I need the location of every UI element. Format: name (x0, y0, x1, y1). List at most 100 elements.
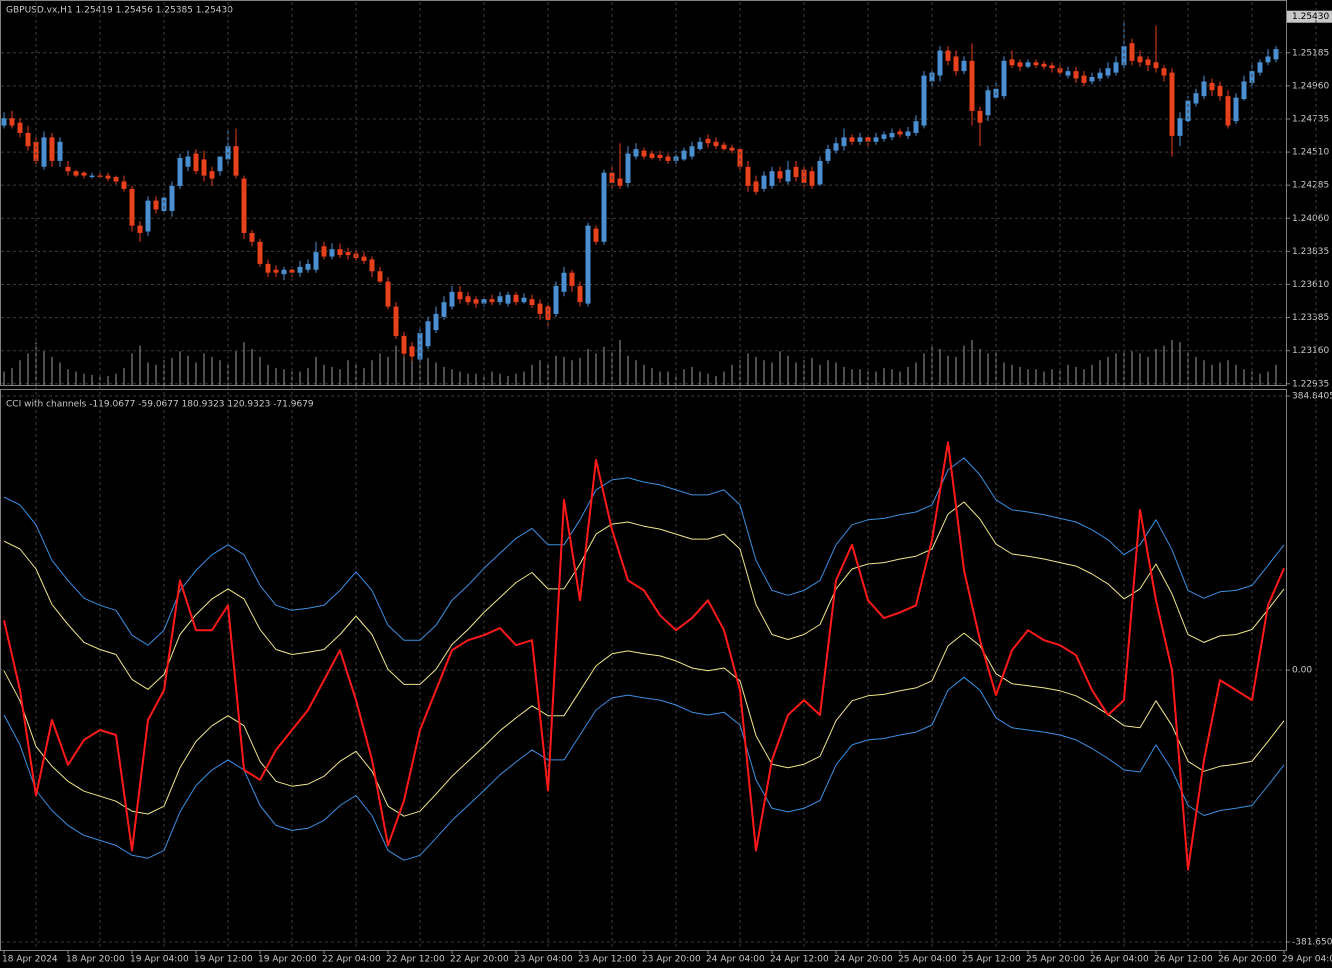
candle-body (473, 299, 479, 304)
candle-body (689, 146, 695, 157)
x-tick-label: 23 Apr 04:00 (514, 955, 573, 965)
x-tick-label: 26 Apr 04:00 (1090, 955, 1149, 965)
candle-body (425, 321, 431, 347)
candle-body (1201, 81, 1207, 97)
candle-body (49, 137, 55, 161)
candle-body (585, 225, 591, 304)
candle-body (553, 285, 559, 314)
candle-body (769, 171, 775, 186)
candle-body (841, 137, 847, 147)
x-tick-label: 25 Apr 04:00 (898, 955, 957, 965)
candle-body (705, 138, 711, 144)
candle-body (537, 303, 543, 314)
candle-body (513, 294, 519, 303)
candle-body (161, 197, 167, 211)
candle-body (1049, 65, 1055, 69)
candle-body (1001, 60, 1007, 97)
candle-body (457, 291, 463, 300)
candle-body (601, 172, 607, 242)
y-tick-label: 1.23610 (1292, 280, 1329, 290)
candle-body (297, 266, 303, 273)
candle-body (729, 147, 735, 151)
candle-body (1249, 71, 1255, 83)
candle-body (1273, 49, 1279, 60)
candle-body (1217, 85, 1223, 97)
candle-body (745, 166, 751, 186)
candle-body (833, 143, 839, 151)
candle-body (681, 150, 687, 160)
candle-body (1257, 62, 1263, 73)
series-line (3, 441, 1285, 871)
candle-body (441, 302, 447, 317)
candle-body (33, 141, 39, 161)
candle-body (793, 166, 799, 178)
candle-body (1153, 62, 1159, 69)
series-line (3, 501, 1285, 690)
candle-body (1017, 62, 1023, 67)
candle-body (169, 185, 175, 211)
y-tick-label: 1.23385 (1292, 313, 1329, 323)
x-tick-label: 23 Apr 12:00 (578, 955, 637, 965)
candle-body (345, 252, 351, 256)
candle-body (697, 141, 703, 150)
candle-body (881, 134, 887, 139)
candle-body (337, 249, 343, 256)
candle-body (897, 131, 903, 135)
candle-body (497, 296, 503, 303)
candle-body (929, 72, 935, 82)
candle-body (777, 171, 783, 179)
candle-body (129, 188, 135, 226)
candle-body (1177, 118, 1183, 136)
candle-body (1137, 56, 1143, 63)
x-tick-label: 24 Apr 04:00 (706, 955, 765, 965)
x-tick-label: 24 Apr 20:00 (834, 955, 893, 965)
candle-body (1105, 68, 1111, 76)
candle-body (1209, 82, 1215, 91)
y-tick-label: 1.24510 (1292, 148, 1329, 158)
candle-body (641, 150, 647, 157)
candle-body (921, 75, 927, 126)
price-panel (0, 0, 1287, 386)
candle-body (593, 228, 599, 242)
candle-body (1113, 62, 1119, 73)
candle-body (209, 171, 215, 179)
candle-body (361, 256, 367, 261)
candle-body (1081, 75, 1087, 83)
candle-body (17, 122, 23, 133)
candle-body (937, 50, 943, 76)
candle-body (433, 313, 439, 331)
y-tick-label: 1.24735 (1292, 114, 1329, 124)
candle-body (505, 294, 511, 304)
candle-body (281, 269, 287, 275)
candle-body (329, 249, 335, 257)
candle-body (649, 153, 655, 158)
candle-body (217, 156, 223, 172)
y-tick-label: 0.00 (1292, 666, 1312, 676)
candle-body (1169, 72, 1175, 136)
x-tick-label: 23 Apr 20:00 (642, 955, 701, 965)
candle-body (1265, 56, 1271, 63)
y-tick-label: 1.22935 (1292, 379, 1329, 389)
candle-body (633, 149, 639, 157)
x-tick-label: 25 Apr 12:00 (962, 955, 1021, 965)
x-tick-label: 22 Apr 04:00 (322, 955, 381, 965)
x-tick-label: 25 Apr 20:00 (1026, 955, 1085, 965)
candle-body (889, 132, 895, 138)
candle-body (1225, 96, 1231, 126)
candle-body (289, 269, 295, 273)
candle-body (577, 285, 583, 303)
candle-body (369, 259, 375, 272)
y-tick-label: -381.6507 (1292, 938, 1332, 948)
candle-body (105, 175, 111, 179)
candle-body (401, 335, 407, 354)
candle-body (25, 132, 31, 147)
candle-body (1121, 46, 1127, 66)
candle-body (481, 299, 487, 304)
x-tick-label: 29 Apr 04:00 (1282, 955, 1332, 965)
x-tick-label: 19 Apr 20:00 (258, 955, 317, 965)
candle-body (1145, 59, 1151, 66)
panel-title: GBPUSD.vx,H1 1.25419 1.25456 1.25385 1.2… (6, 6, 233, 16)
candle-body (377, 271, 383, 282)
candle-body (969, 60, 975, 111)
